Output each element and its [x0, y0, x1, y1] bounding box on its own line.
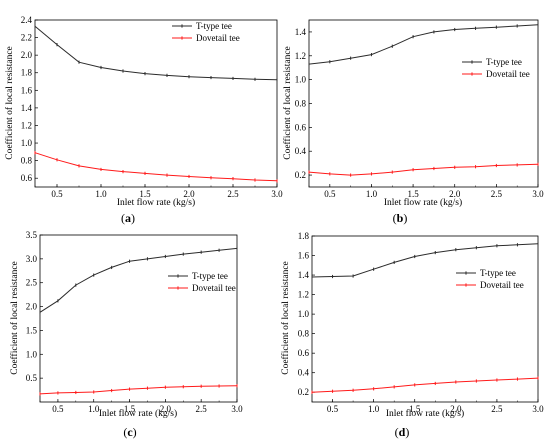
y-tick-label: 0.2 — [298, 387, 309, 397]
y-axis-label: Coefficient of local resistance — [282, 46, 293, 160]
x-tick-label: 1.5 — [139, 189, 151, 199]
y-tick-label: 2.0 — [21, 50, 33, 60]
series-line-t-type — [34, 25, 278, 81]
y-axis-label: Coefficient of local resistance — [4, 46, 15, 160]
panel-label: (a) — [121, 211, 135, 225]
y-tick-label: 1.4 — [295, 27, 307, 37]
y-tick-label: 1.6 — [298, 251, 310, 261]
x-tick-label: 3.0 — [532, 189, 544, 199]
y-tick-label: 1.0 — [26, 349, 38, 359]
y-tick-label: 0.6 — [295, 122, 307, 132]
plot-frame — [39, 234, 238, 403]
series-line-dovetail — [34, 152, 278, 182]
x-tick-label: 2.5 — [227, 189, 239, 199]
y-axis-label: Coefficient of local resistance — [280, 261, 291, 375]
panel-label: (b) — [393, 211, 408, 225]
x-tick-label: 3.0 — [271, 189, 283, 199]
legend-label: Dovetail tee — [196, 33, 240, 43]
y-tick-label: 2.5 — [26, 278, 38, 288]
plot-frame — [311, 235, 539, 403]
chart-panel-d: 0.5 1.0 1.5 2.0 2.5 3.0 0.2 0.4 0.6 0.8 1.0 1.2 1.4 1… — [280, 231, 544, 439]
y-tick-label: 0.6 — [298, 348, 310, 358]
x-tick-label: 0.5 — [52, 404, 64, 414]
x-tick-label: 0.5 — [324, 189, 336, 199]
x-tick-label: 3.0 — [231, 404, 243, 414]
x-tick-label: 2.0 — [183, 189, 195, 199]
series-line-t-type — [311, 243, 539, 278]
series-line-dovetail — [308, 163, 539, 176]
legend-label: Dovetail tee — [192, 283, 236, 293]
x-axis-label: Inlet flow rate (kg/s) — [99, 408, 177, 419]
y-tick-label: 1.0 — [21, 138, 33, 148]
chart-panel-a: 0.5 1.0 1.5 2.0 2.5 3.0 0.6 0.8 1.0 1.2 1.4 1.6 1.8 2… — [4, 15, 283, 225]
y-tick-label: 1.2 — [295, 51, 306, 61]
x-tick-label: 1.0 — [366, 189, 378, 199]
x-tick-label: 2.5 — [491, 404, 503, 414]
x-tick-label: 1.0 — [88, 404, 100, 414]
x-tick-label: 2.0 — [449, 189, 461, 199]
y-tick-label: 0.4 — [295, 146, 307, 156]
series-line-t-type — [308, 24, 539, 65]
y-tick-label: 1.0 — [295, 75, 307, 85]
series-line-dovetail — [311, 377, 539, 393]
legend-label: Dovetail tee — [486, 69, 530, 79]
x-tick-label: 2.0 — [450, 404, 462, 414]
y-tick-label: 1.4 — [21, 103, 33, 113]
y-tick-label: 3.0 — [26, 254, 38, 264]
y-tick-label: 0.5 — [26, 373, 38, 383]
legend-label: T-type tee — [192, 271, 228, 281]
y-tick-label: 0.4 — [298, 368, 310, 378]
y-tick-label: 1.5 — [26, 325, 38, 335]
y-tick-label: 1.8 — [298, 231, 310, 241]
x-tick-label: 1.0 — [95, 189, 107, 199]
panel-label: (d) — [395, 425, 410, 439]
x-tick-label: 2.5 — [491, 189, 503, 199]
x-tick-label: 3.0 — [532, 404, 544, 414]
x-tick-label: 2.0 — [160, 404, 172, 414]
legend-label: Dovetail tee — [480, 280, 524, 290]
chart-panel-c: 0.5 1.0 1.5 2.0 2.5 3.0 0.5 1.0 1.5 2.0 2.5 3.0 3.5 I… — [9, 230, 243, 439]
x-tick-label: 0.5 — [327, 404, 339, 414]
y-tick-label: 0.2 — [295, 170, 306, 180]
y-tick-label: 0.6 — [21, 173, 33, 183]
y-tick-label: 0.8 — [295, 99, 307, 109]
legend-label: T-type tee — [486, 57, 522, 67]
x-tick-label: 1.5 — [407, 189, 419, 199]
y-tick-label: 1.8 — [21, 68, 33, 78]
x-axis-label: Inlet flow rate (kg/s) — [117, 197, 195, 208]
y-tick-label: 3.5 — [26, 230, 38, 240]
y-tick-label: 1.4 — [298, 270, 310, 280]
x-axis-label: Inlet flow rate (kg/s) — [384, 197, 462, 208]
x-tick-label: 2.5 — [196, 404, 208, 414]
x-tick-label: 0.5 — [51, 189, 63, 199]
x-tick-label: 1.5 — [409, 404, 421, 414]
y-tick-label: 2.2 — [21, 33, 32, 43]
y-tick-label: 1.6 — [21, 85, 33, 95]
series-line-dovetail — [39, 385, 238, 395]
plot-frame — [34, 19, 278, 188]
y-tick-label: 2.4 — [21, 15, 33, 25]
legend-label: T-type tee — [196, 21, 232, 31]
series-line-t-type — [39, 247, 238, 313]
panel-label: (c) — [123, 425, 136, 439]
y-axis-label: Coefficient of local resistance — [9, 261, 20, 375]
chart-panel-b: 0.5 1.0 1.5 2.0 2.5 3.0 0.2 0.4 0.6 0.8 1.0 1.2 1.4 I… — [282, 19, 544, 225]
y-tick-label: 1.0 — [298, 309, 310, 319]
y-tick-label: 2.0 — [26, 302, 38, 312]
x-axis-label: Inlet flow rate (kg/s) — [386, 408, 464, 419]
y-tick-label: 0.8 — [298, 329, 310, 339]
x-tick-label: 1.0 — [368, 404, 380, 414]
y-tick-label: 0.8 — [21, 156, 33, 166]
y-tick-label: 1.2 — [21, 120, 32, 130]
legend-label: T-type tee — [480, 268, 516, 278]
plot-frame — [308, 19, 539, 188]
y-tick-label: 1.2 — [298, 290, 309, 300]
x-tick-label: 1.5 — [124, 404, 136, 414]
